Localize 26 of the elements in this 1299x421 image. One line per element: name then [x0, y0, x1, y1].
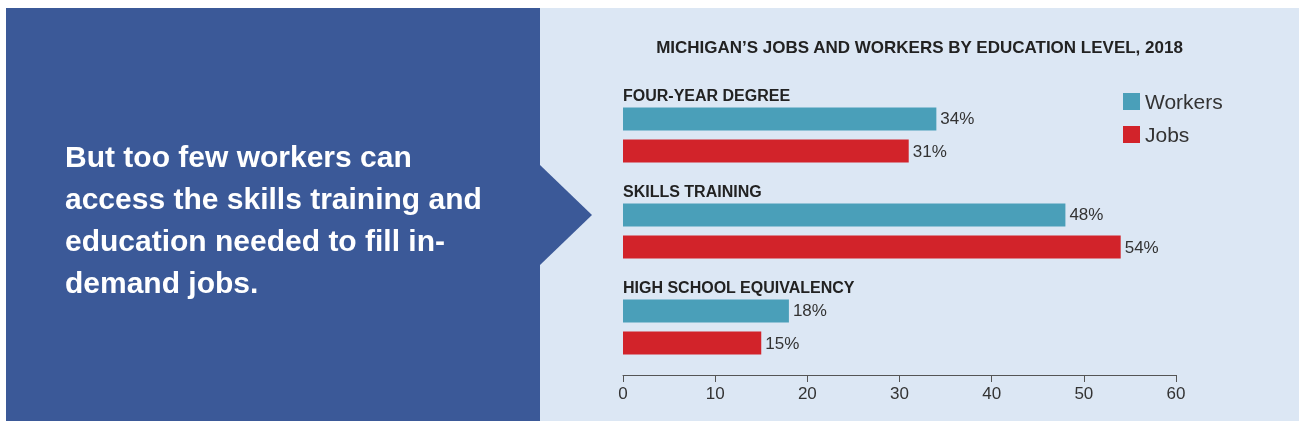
x-tick-label: 20	[797, 384, 817, 403]
data-label: 34%	[940, 109, 975, 129]
legend-label: Workers	[1145, 90, 1223, 113]
bar	[623, 139, 909, 163]
data-label: 15%	[765, 333, 800, 353]
data-label: 31%	[912, 141, 947, 161]
x-tick-label: 10	[705, 384, 725, 403]
bar	[623, 203, 1066, 227]
bar	[623, 107, 937, 131]
y-tick-label: SKILLS TRAINING	[623, 182, 762, 200]
x-tick-label: 50	[1074, 384, 1094, 403]
x-tick-label: 0	[618, 384, 628, 403]
bar	[623, 299, 789, 323]
legend-label: Jobs	[1145, 123, 1190, 146]
chart-title: MICHIGAN’S JOBS AND WORKERS BY EDUCATION LEVEL, 2018	[656, 38, 1183, 57]
bar	[623, 331, 762, 355]
data-label: 54%	[1124, 237, 1159, 257]
y-tick-label: FOUR-YEAR DEGREE	[623, 86, 791, 104]
x-tick-label: 30	[890, 384, 909, 403]
data-label: 18%	[792, 301, 827, 321]
bar	[623, 235, 1121, 259]
x-tick-label: 40	[982, 384, 1002, 403]
data-label: 48%	[1069, 205, 1104, 225]
y-tick-label: HIGH SCHOOL EQUIVALENCY	[623, 278, 855, 296]
text: But too few workers can access the skills training and education needed to fill in-demand jobs.	[65, 139, 483, 301]
x-tick-label: 60	[1166, 384, 1186, 403]
